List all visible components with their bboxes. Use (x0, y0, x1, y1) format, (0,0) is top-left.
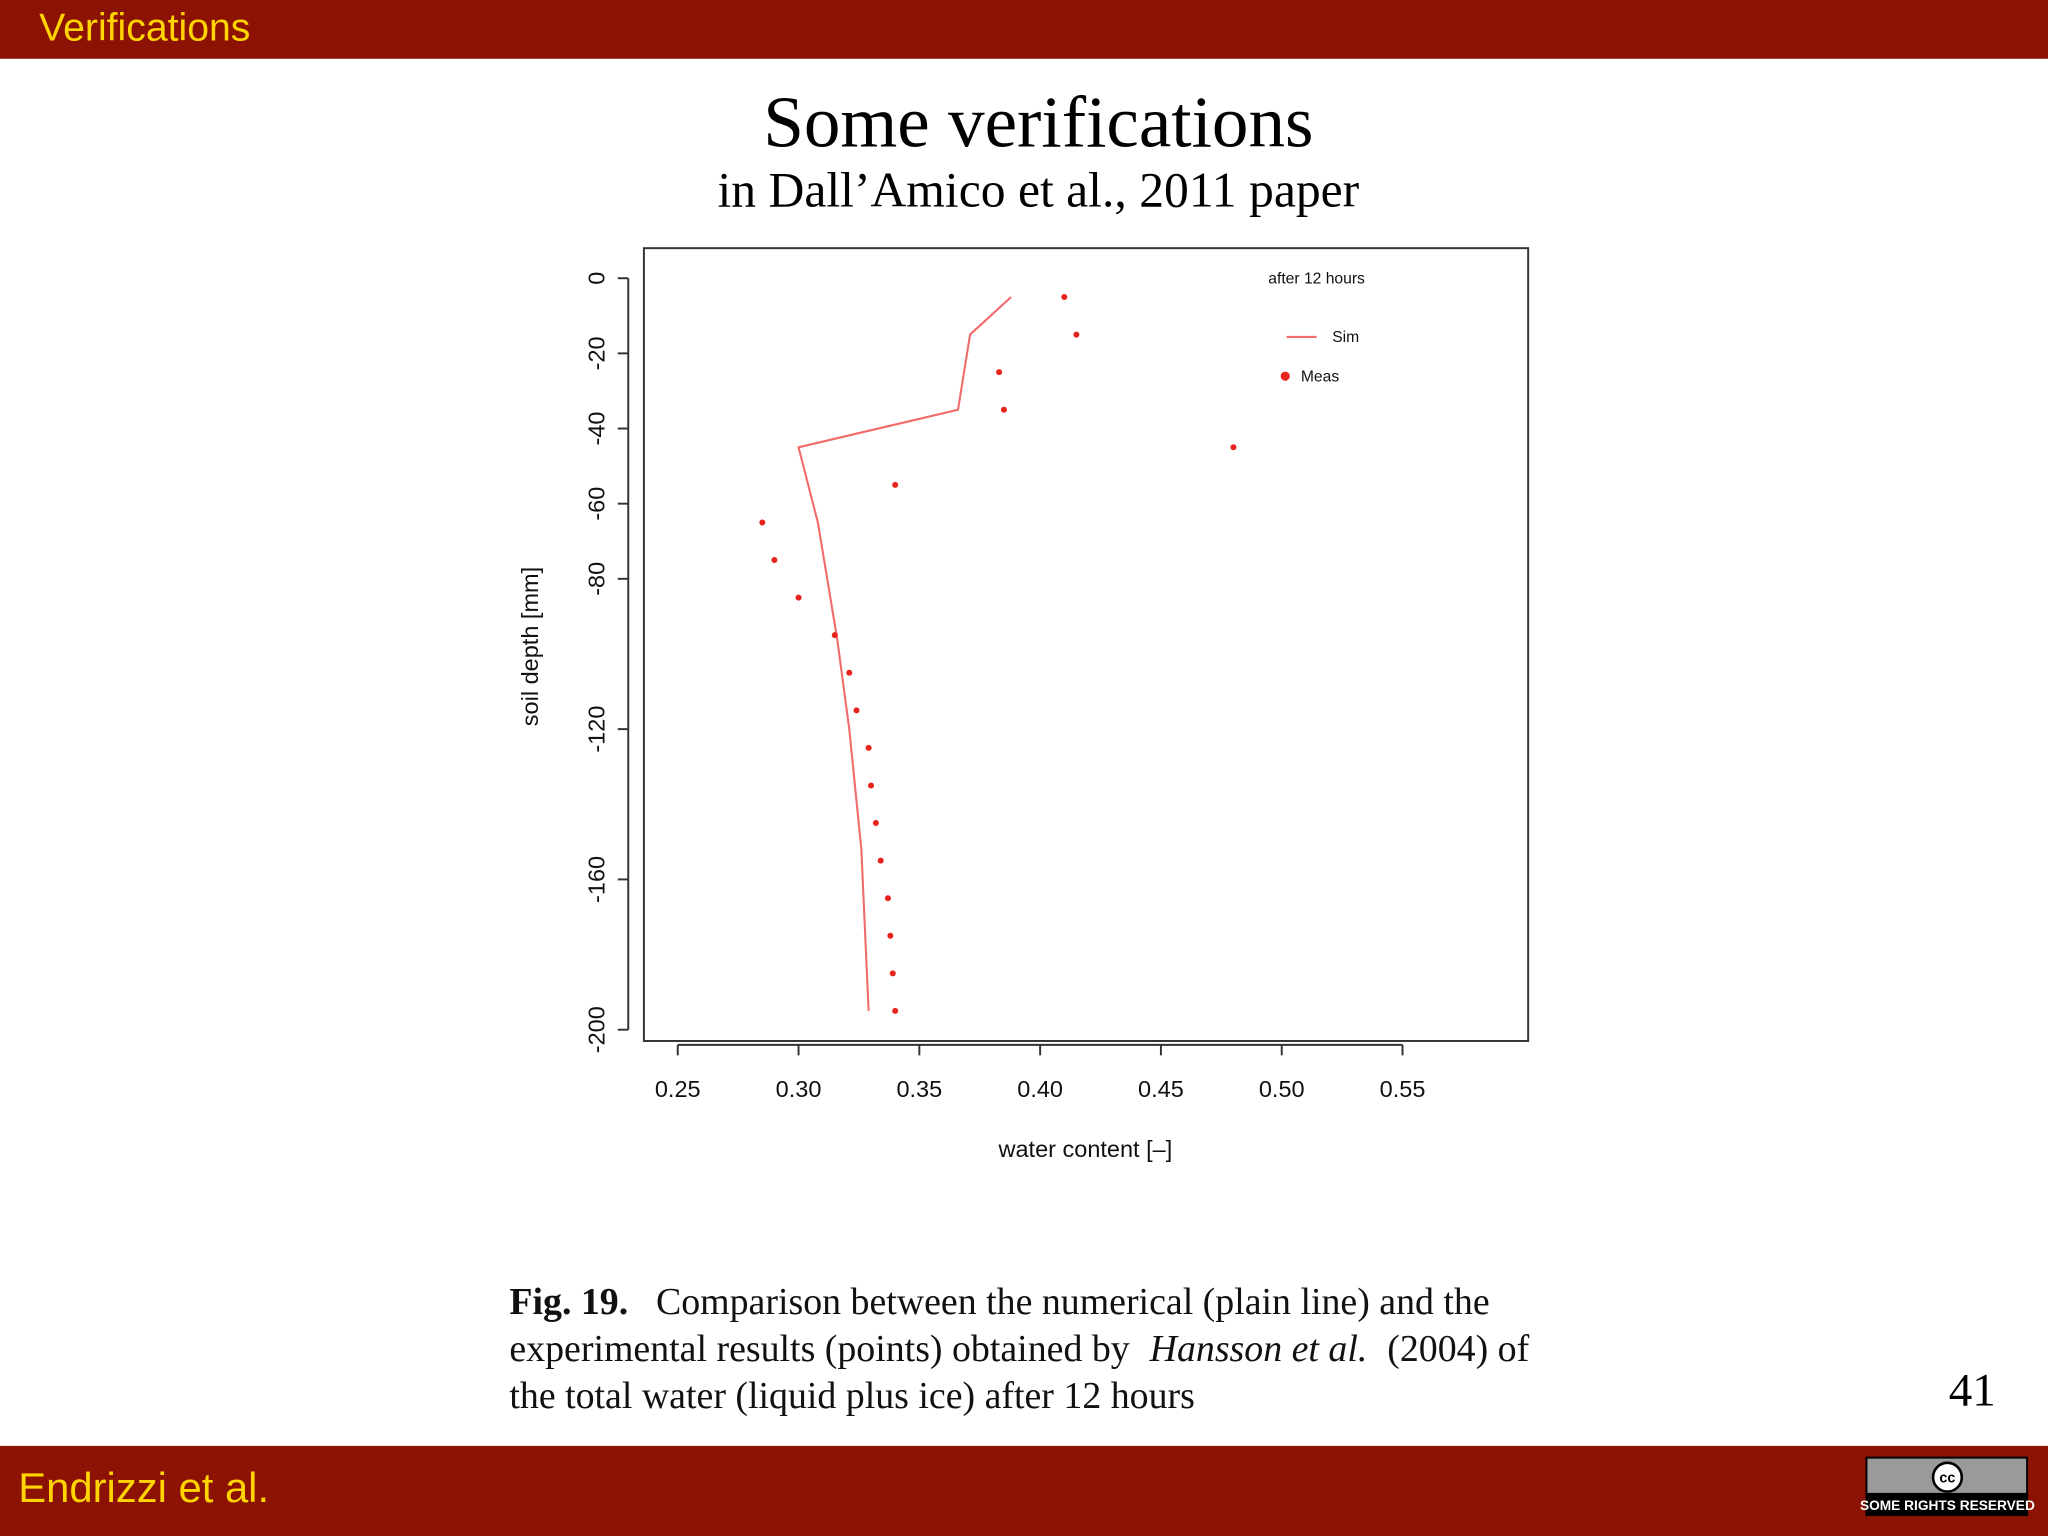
caption-citation: Hansson et al. (1149, 1328, 1368, 1370)
meas-point (892, 1007, 899, 1014)
footer-author: Endrizzi et al. (18, 1464, 269, 1511)
plot-frame (642, 247, 1530, 1042)
page-number: 41 (1949, 1364, 1996, 1416)
footer-bar (0, 1445, 2048, 1536)
legend-label: Sim (1332, 329, 1359, 346)
meas-point (877, 857, 884, 864)
y-tick-label: -160 (583, 856, 609, 903)
meas-point (868, 782, 875, 789)
x-tick-label: 0.35 (896, 1076, 942, 1102)
meas-point (759, 519, 766, 526)
y-tick-label: -40 (583, 412, 609, 446)
y-tick-label: -80 (583, 562, 609, 596)
slide-subtitle: in Dall’Amico et al., 2011 paper (718, 162, 1360, 217)
license-badge[interactable]: cc SOME RIGHTS RESERVED (1860, 1456, 2035, 1517)
x-tick-label: 0.55 (1380, 1076, 1426, 1102)
figure-caption: Fig. 19. Comparison between the numerica… (509, 1281, 1538, 1417)
meas-point (892, 481, 899, 488)
meas-point (1061, 294, 1068, 301)
badge-strip (1866, 1492, 2028, 1516)
header-bar (0, 0, 2048, 59)
meas-point (865, 744, 872, 751)
caption-label: Fig. 19. (509, 1281, 628, 1323)
caption-line: Comparison between the numerical (plain … (656, 1281, 1490, 1323)
sim-line (797, 296, 1012, 1011)
header-title: Verifications (39, 6, 250, 49)
meas-point (872, 820, 879, 827)
meas-point (887, 932, 894, 939)
slide-title: Some verifications (763, 81, 1313, 162)
meas-point (1230, 444, 1237, 451)
x-tick-label: 0.50 (1259, 1076, 1305, 1102)
caption-line: experimental results (points) obtained b… (509, 1328, 1129, 1370)
y-tick-label: 0 (583, 272, 609, 285)
y-axis-label: soil depth [mm] (517, 567, 543, 726)
meas-point (771, 557, 778, 564)
x-tick-label: 0.45 (1138, 1076, 1184, 1102)
y-tick-label: -120 (583, 706, 609, 753)
legend-label: Meas (1301, 368, 1339, 385)
badge-circle (1931, 1461, 1964, 1493)
chart: water content [–] soil depth [mm] after … (517, 247, 1530, 1162)
meas-point (846, 669, 853, 676)
badge-icon: cc (1939, 1470, 1955, 1486)
caption-line: (2004) of (1387, 1328, 1529, 1370)
y-tick-label: -60 (583, 487, 609, 521)
meas-point (1073, 331, 1080, 338)
x-tick-label: 0.40 (1017, 1076, 1063, 1102)
meas-point (853, 707, 860, 714)
meas-point (831, 632, 838, 639)
y-tick-label: -20 (583, 336, 609, 370)
caption-line: the total water (liquid plus ice) after … (509, 1375, 1194, 1417)
x-tick-label: 0.25 (655, 1076, 701, 1102)
meas-point (795, 594, 802, 601)
legend-swatch (1280, 371, 1290, 381)
meas-point (1000, 406, 1007, 413)
meas-point (996, 369, 1003, 376)
legend-title: after 12 hours (1268, 270, 1365, 287)
meas-point (889, 970, 896, 977)
x-tick-label: 0.30 (776, 1076, 822, 1102)
x-axis-label: water content [–] (998, 1136, 1173, 1162)
y-tick-label: -200 (583, 1006, 609, 1053)
badge-text: SOME RIGHTS RESERVED (1860, 1498, 2035, 1513)
meas-point (884, 895, 891, 902)
